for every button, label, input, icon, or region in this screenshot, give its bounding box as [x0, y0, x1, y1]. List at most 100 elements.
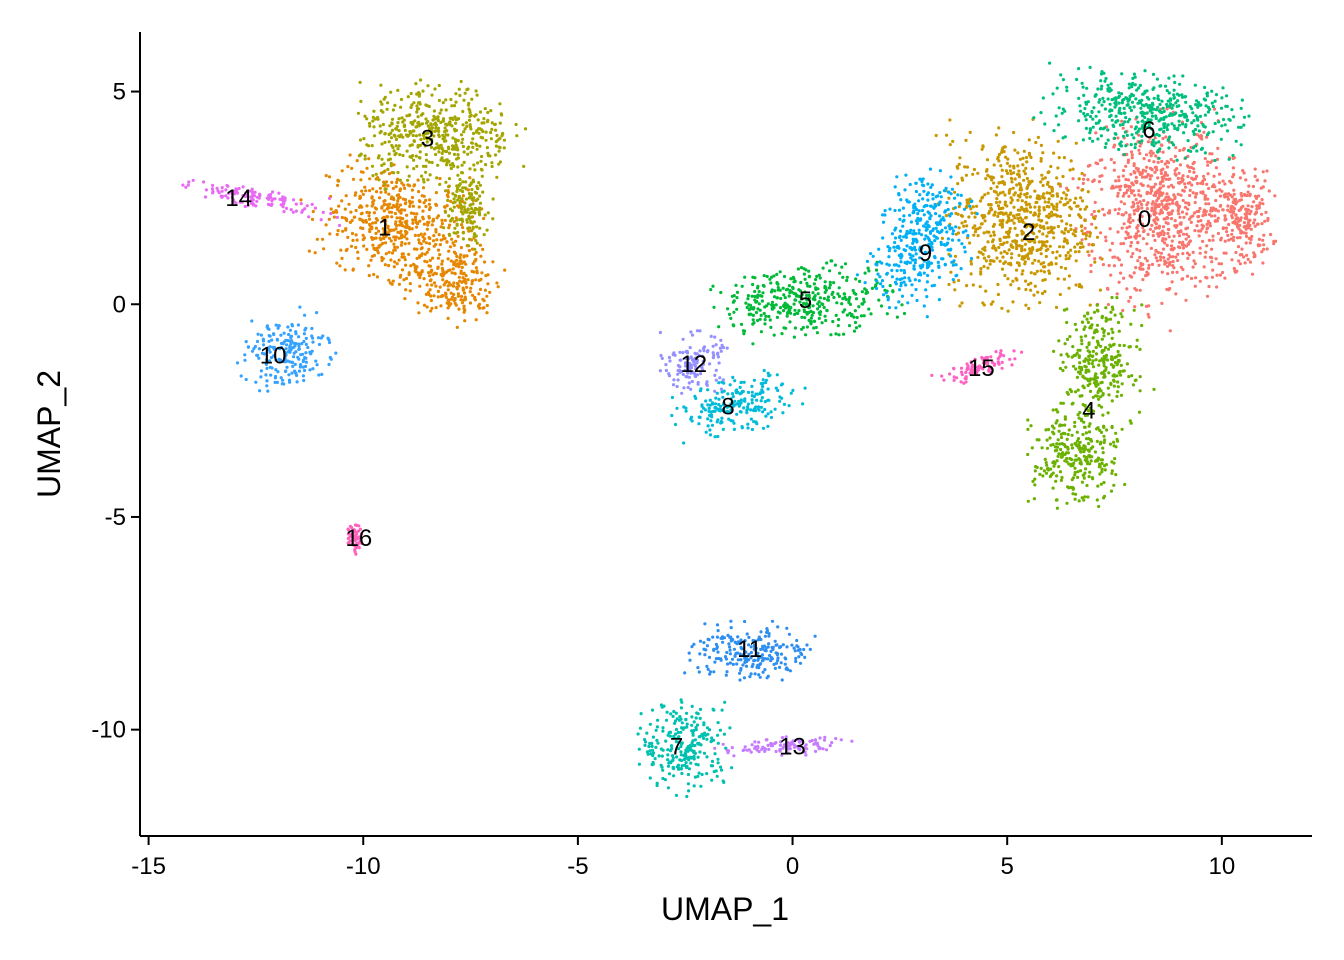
- data-point: [655, 781, 659, 785]
- data-point: [1038, 301, 1042, 305]
- data-point: [750, 390, 754, 394]
- data-point: [1141, 111, 1146, 115]
- data-point: [1076, 475, 1080, 479]
- data-point: [1116, 380, 1120, 384]
- data-point: [1150, 208, 1154, 213]
- data-point: [1008, 164, 1012, 168]
- data-point: [1223, 182, 1227, 186]
- data-point: [989, 302, 993, 306]
- data-point: [1159, 251, 1163, 255]
- data-point: [1158, 102, 1162, 107]
- data-point: [1184, 156, 1188, 160]
- data-point: [901, 219, 905, 223]
- data-point: [754, 300, 758, 304]
- data-point: [422, 222, 426, 226]
- data-point: [488, 290, 492, 294]
- data-point: [441, 234, 445, 238]
- data-point: [1109, 489, 1114, 493]
- data-point: [1094, 328, 1098, 332]
- data-point: [412, 101, 416, 105]
- data-point: [1061, 368, 1065, 373]
- data-point: [1065, 239, 1069, 243]
- data-point: [1119, 263, 1124, 267]
- data-point: [420, 246, 424, 250]
- data-point: [867, 269, 871, 273]
- data-point: [397, 282, 401, 286]
- data-point: [1141, 262, 1145, 266]
- data-point: [710, 402, 715, 406]
- data-point: [759, 399, 763, 403]
- data-point: [403, 297, 407, 301]
- data-point: [373, 117, 377, 121]
- data-point: [395, 180, 399, 185]
- data-point: [1176, 192, 1180, 196]
- data-point: [862, 314, 866, 318]
- data-point: [1080, 238, 1084, 242]
- data-point: [444, 292, 448, 296]
- data-point: [818, 310, 823, 314]
- data-point: [675, 755, 679, 759]
- data-point: [958, 304, 962, 308]
- data-point: [1138, 144, 1142, 148]
- data-point: [1157, 109, 1161, 113]
- data-point: [1103, 79, 1107, 83]
- data-point: [780, 332, 784, 336]
- data-point: [684, 718, 688, 722]
- data-point: [1155, 168, 1159, 172]
- data-point: [921, 197, 925, 201]
- data-point: [1223, 276, 1227, 280]
- data-point: [785, 314, 789, 318]
- data-point: [384, 190, 388, 194]
- data-point: [684, 406, 688, 410]
- data-point: [1060, 196, 1064, 200]
- data-point: [473, 168, 477, 172]
- data-point: [430, 93, 434, 97]
- data-point: [1099, 344, 1103, 348]
- data-point: [415, 92, 419, 96]
- data-point: [390, 121, 394, 125]
- data-point: [1038, 247, 1042, 252]
- data-point: [1091, 243, 1096, 247]
- data-point: [1070, 433, 1074, 437]
- data-point: [1102, 361, 1106, 365]
- data-point: [1065, 337, 1070, 341]
- data-point: [1108, 108, 1113, 112]
- data-point: [1083, 413, 1087, 418]
- data-point: [706, 403, 710, 407]
- data-point: [851, 288, 855, 293]
- data-point: [727, 312, 732, 316]
- data-point: [373, 206, 377, 210]
- data-point: [934, 133, 938, 138]
- data-point: [710, 759, 715, 764]
- data-point: [432, 114, 436, 118]
- data-point: [731, 300, 736, 304]
- data-point: [425, 305, 429, 309]
- data-point: [1161, 150, 1165, 154]
- data-point: [405, 149, 409, 153]
- data-point: [1145, 203, 1149, 207]
- data-point: [1056, 454, 1060, 458]
- data-point: [1138, 249, 1142, 253]
- data-point: [363, 154, 367, 158]
- data-point: [1024, 237, 1028, 241]
- data-point: [1146, 184, 1150, 188]
- data-point: [409, 155, 414, 159]
- data-point: [459, 259, 463, 263]
- data-point: [1128, 117, 1132, 121]
- data-point: [485, 294, 489, 298]
- data-point: [1147, 263, 1151, 267]
- data-point: [471, 225, 475, 229]
- data-point: [1179, 222, 1183, 226]
- data-point: [444, 180, 448, 184]
- data-point: [469, 229, 474, 233]
- data-point: [1241, 204, 1245, 208]
- data-point: [1101, 451, 1105, 455]
- data-point: [651, 735, 656, 739]
- data-point: [1150, 206, 1154, 210]
- data-point: [1253, 218, 1257, 222]
- data-point: [694, 762, 698, 766]
- data-point: [698, 389, 703, 393]
- data-point: [454, 239, 458, 243]
- data-point: [1119, 363, 1123, 367]
- data-point: [925, 220, 929, 224]
